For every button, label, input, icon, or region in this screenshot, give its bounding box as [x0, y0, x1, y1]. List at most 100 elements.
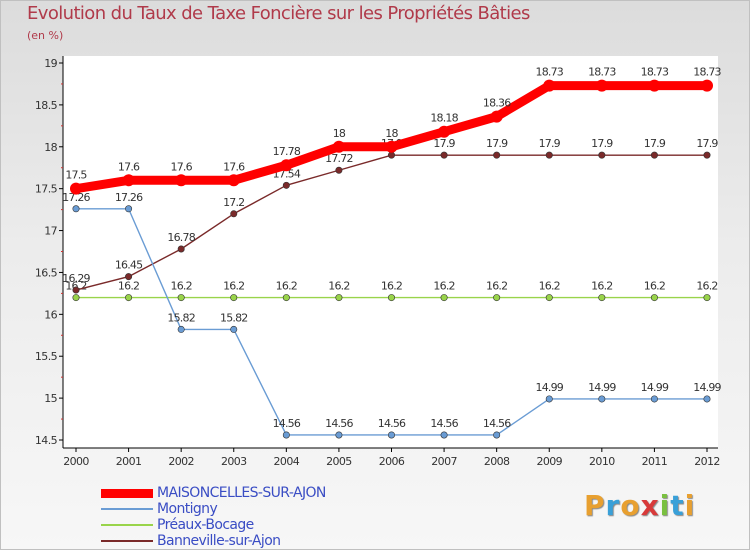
data-label: 16.45	[115, 259, 143, 272]
data-label: 14.56	[273, 417, 301, 430]
plot-area	[63, 56, 718, 448]
data-point	[282, 431, 290, 439]
data-label: 16.2	[328, 280, 349, 293]
data-label: 14.56	[483, 417, 511, 430]
data-label: 14.99	[588, 381, 616, 394]
data-point	[387, 294, 395, 302]
y-tick-label: 15	[44, 392, 57, 405]
y-tick-label: 16.5	[35, 266, 58, 279]
data-point	[125, 205, 133, 213]
data-point	[280, 159, 293, 172]
data-label: 18.73	[693, 66, 721, 79]
data-label: 14.99	[641, 381, 669, 394]
logo-letter: x	[640, 489, 660, 522]
data-label: 17.26	[62, 191, 90, 204]
data-point	[122, 174, 135, 187]
data-point	[175, 174, 188, 187]
data-label: 14.56	[325, 417, 353, 430]
data-label: 16.2	[276, 280, 297, 293]
chart-y-unit: (en %)	[27, 29, 64, 42]
data-point	[703, 395, 711, 403]
data-label: 18.18	[430, 112, 458, 125]
data-label: 16.2	[486, 280, 507, 293]
x-tick-label: 2001	[116, 455, 142, 468]
y-tick-label: 16	[44, 308, 57, 321]
data-point	[493, 431, 501, 439]
data-label: 17.6	[118, 160, 140, 173]
data-point	[650, 395, 658, 403]
data-point	[177, 294, 185, 302]
x-tick-label: 2002	[168, 455, 194, 468]
data-label: 14.56	[430, 417, 458, 430]
data-label: 17.9	[486, 137, 508, 150]
data-label: 18	[385, 127, 398, 140]
data-label: 14.99	[693, 381, 721, 394]
data-point	[125, 294, 133, 302]
y-tick-label: 14.5	[35, 434, 58, 447]
data-label: 17.6	[171, 160, 193, 173]
data-label: 17.9	[591, 137, 613, 150]
data-point	[648, 79, 661, 92]
legend-item: MAISONCELLES-SUR-AJON	[101, 485, 326, 501]
data-point	[72, 205, 80, 213]
y-tick-label: 17	[44, 225, 57, 238]
data-label: 16.78	[167, 231, 195, 244]
data-point	[598, 294, 606, 302]
data-point	[543, 79, 556, 92]
x-tick-label: 2007	[431, 455, 457, 468]
data-point	[545, 395, 553, 403]
data-point	[335, 431, 343, 439]
data-point	[545, 294, 553, 302]
legend-item: Montigny	[101, 501, 326, 517]
data-point	[440, 151, 448, 159]
y-tick-label: 17.5	[35, 183, 58, 196]
data-label: 15.82	[220, 311, 248, 324]
data-point	[230, 210, 238, 218]
data-label: 16.2	[223, 280, 244, 293]
chart-legend: MAISONCELLES-SUR-AJON Montigny Préaux-Bo…	[101, 485, 326, 549]
data-label: 18.73	[641, 66, 669, 79]
data-label: 17.9	[539, 137, 561, 150]
data-point	[335, 294, 343, 302]
data-point	[177, 325, 185, 333]
data-label: 17.5	[65, 169, 87, 182]
data-point	[493, 294, 501, 302]
x-tick-label: 2010	[589, 455, 615, 468]
data-point	[438, 125, 451, 138]
data-point	[335, 166, 343, 174]
data-label: 17.6	[223, 160, 245, 173]
x-tick-label: 2011	[642, 455, 668, 468]
data-point	[72, 294, 80, 302]
data-label: 17.72	[325, 152, 353, 165]
data-point	[701, 79, 713, 92]
legend-swatch-preaux	[101, 524, 153, 526]
legend-label-montigny: Montigny	[157, 501, 218, 517]
data-label: 14.99	[536, 381, 564, 394]
data-point	[387, 431, 395, 439]
data-label: 16.2	[171, 280, 192, 293]
data-point	[387, 151, 395, 159]
data-point	[230, 294, 238, 302]
logo-letter: o	[620, 489, 641, 522]
data-point	[493, 151, 501, 159]
data-label: 18	[333, 127, 346, 140]
logo-letter: i	[659, 489, 671, 522]
data-point	[70, 182, 82, 195]
data-point	[490, 110, 503, 123]
data-label: 18.36	[483, 97, 511, 110]
data-point	[703, 151, 711, 159]
data-label: 18.73	[588, 66, 616, 79]
x-tick-label: 2000	[63, 455, 89, 468]
data-point	[440, 294, 448, 302]
data-label: 16.2	[433, 280, 454, 293]
x-tick-label: 2009	[536, 455, 562, 468]
legend-item: Préaux-Bocage	[101, 517, 326, 533]
data-label: 16.2	[539, 280, 560, 293]
legend-item: Banneville-sur-Ajon	[101, 533, 326, 549]
legend-swatch-maisoncelles	[101, 488, 153, 498]
logo-letter: r	[605, 489, 621, 522]
data-label: 18.73	[536, 66, 564, 79]
data-point	[230, 325, 238, 333]
